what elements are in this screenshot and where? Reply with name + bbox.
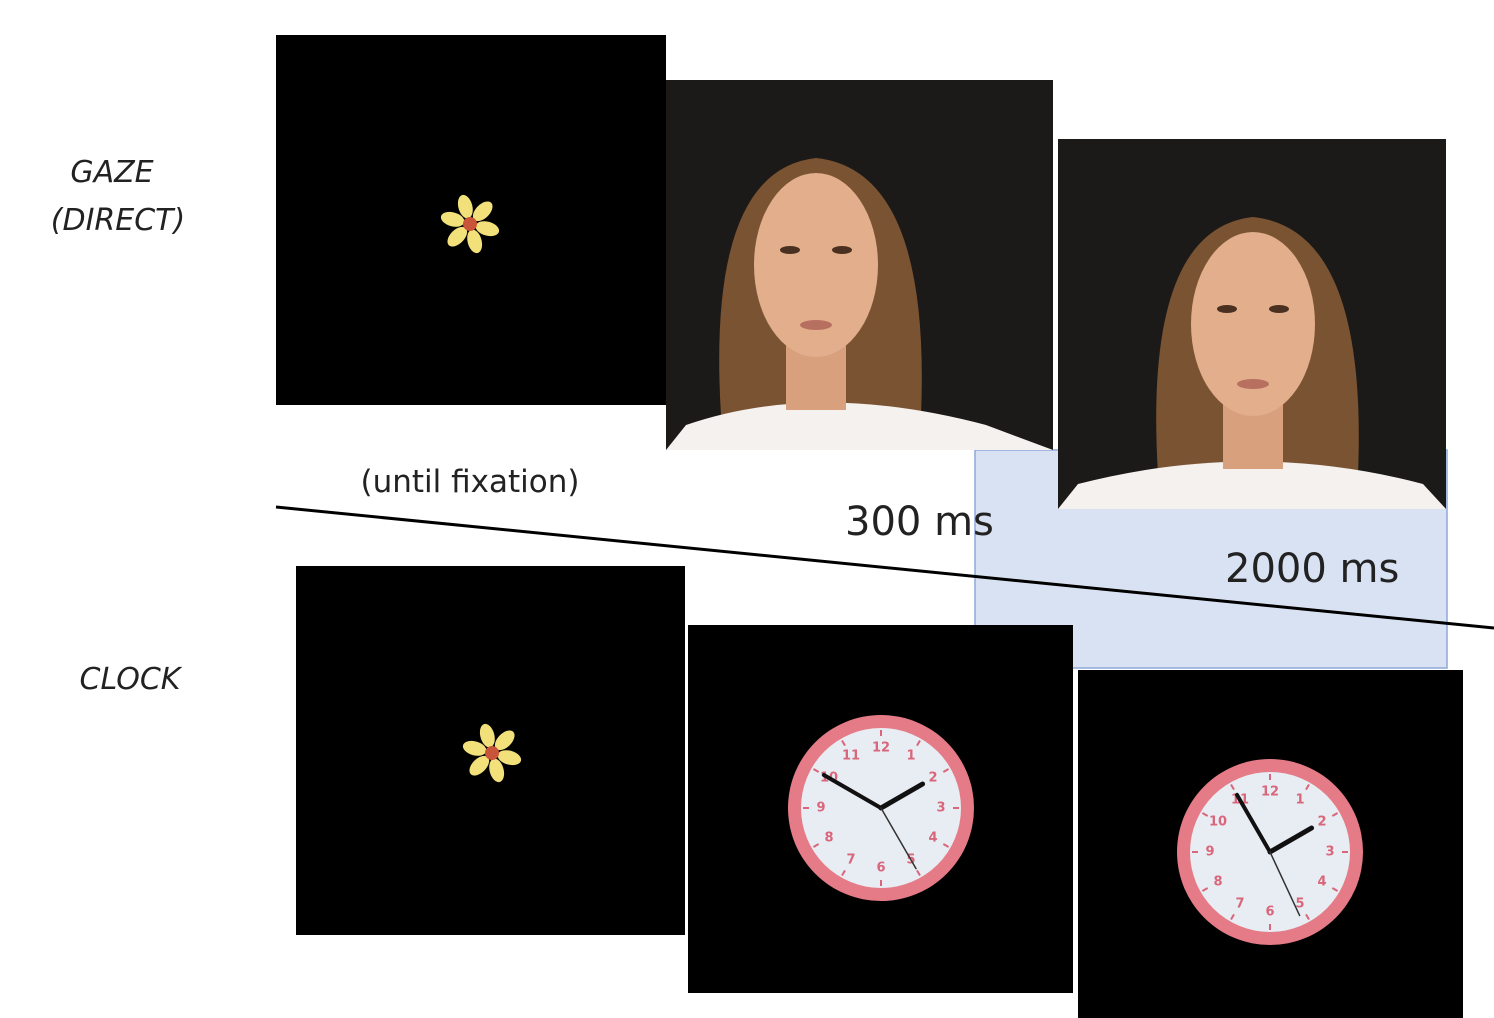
condition-label: GAZE: [70, 155, 153, 190]
mouth: [800, 320, 832, 330]
diagram: 121234567891011121234567891011 GAZE (DIR…: [0, 0, 1494, 1018]
clock-numeral: 8: [825, 831, 834, 846]
clock-numeral: 7: [846, 852, 855, 867]
eye: [832, 246, 852, 254]
clock-numeral: 12: [1261, 785, 1279, 800]
clock-numeral: 6: [1265, 905, 1274, 920]
clock-numeral: 4: [1317, 875, 1326, 890]
clock-numeral: 9: [816, 801, 825, 816]
clock-numeral: 9: [1205, 845, 1214, 860]
face-photo: [1058, 139, 1446, 509]
clock-numeral: 10: [1209, 815, 1227, 830]
clock-numeral: 1: [1295, 793, 1304, 808]
timing-label: 2000 ms: [1225, 546, 1399, 592]
face-photo: [666, 80, 1053, 450]
clock-numeral: 3: [936, 801, 945, 816]
clock-numeral: 1: [906, 749, 915, 764]
clock-numeral: 6: [876, 861, 885, 876]
eye: [780, 246, 800, 254]
flower-center: [485, 746, 499, 760]
clock-numeral: 4: [928, 831, 937, 846]
condition-label: CLOCK: [80, 662, 183, 697]
clock-numeral: 12: [872, 741, 890, 756]
flower-center: [463, 217, 477, 231]
condition-label: (DIRECT): [51, 203, 185, 238]
clock-numeral: 3: [1325, 845, 1334, 860]
timing-label: 300 ms: [845, 499, 994, 545]
timing-label: (until fixation): [361, 464, 580, 500]
eye: [1269, 305, 1289, 313]
clock-numeral: 11: [842, 749, 860, 764]
eye: [1217, 305, 1237, 313]
clock-numeral: 2: [1317, 815, 1326, 830]
clock-numeral: 2: [928, 771, 937, 786]
clock-numeral: 8: [1214, 875, 1223, 890]
mouth: [1237, 379, 1269, 389]
clock-numeral: 7: [1235, 896, 1244, 911]
